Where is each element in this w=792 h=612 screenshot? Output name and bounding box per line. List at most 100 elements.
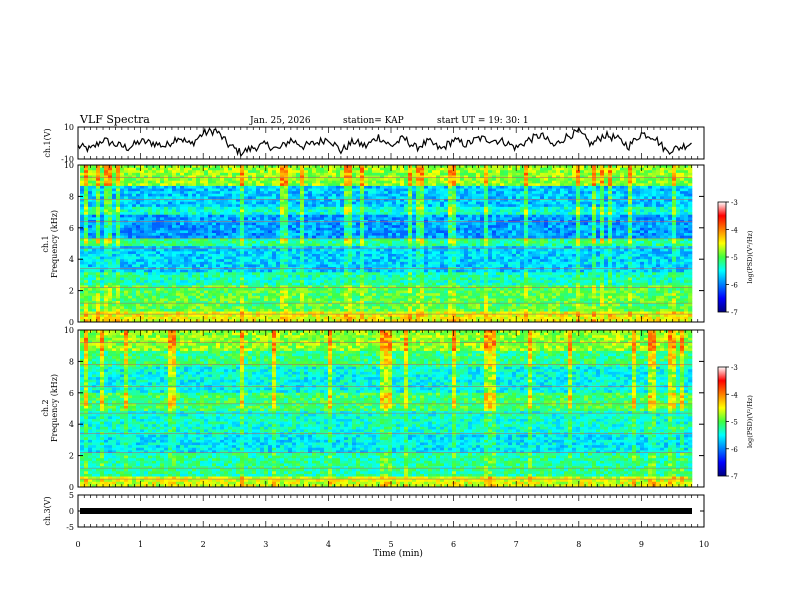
spectrogram-cell xyxy=(384,295,389,299)
spectrogram-cell xyxy=(156,196,161,200)
spectrogram-cell xyxy=(160,175,165,179)
spectrogram-cell xyxy=(244,206,249,210)
spectrogram-cell xyxy=(248,285,253,289)
spectrogram-cell xyxy=(260,256,265,260)
spectrogram-cell xyxy=(400,264,405,268)
spectrogram-cell xyxy=(148,212,153,216)
spectrogram-cell xyxy=(180,282,185,286)
spectrogram-cell xyxy=(252,235,257,239)
spectrogram-cell xyxy=(88,306,93,310)
spectrogram-cell xyxy=(360,290,365,294)
spectrogram-cell xyxy=(380,167,385,171)
spectrogram-cell xyxy=(116,301,121,304)
spectrogram-cell xyxy=(184,212,189,216)
spectrogram-cell xyxy=(292,269,297,273)
spectrogram-cell xyxy=(260,172,265,176)
spectrogram-cell xyxy=(264,180,269,184)
spectrogram-cell xyxy=(348,175,353,179)
spectrogram-cell xyxy=(344,256,349,260)
spectrogram-cell xyxy=(224,261,229,265)
spectrogram-cell xyxy=(132,259,137,263)
spectrogram-cell xyxy=(292,280,297,284)
spectrogram-cell xyxy=(348,201,353,205)
spectrogram-cell xyxy=(152,282,157,286)
spectrogram-cell xyxy=(320,235,325,239)
spectrogram-cell xyxy=(268,290,273,294)
spectrogram-cell xyxy=(148,206,153,210)
spectrogram-cell xyxy=(164,233,169,236)
spectrogram-cell xyxy=(216,251,221,255)
spectrogram-cell xyxy=(252,196,257,200)
spectrogram-cell xyxy=(368,280,373,284)
spectrogram-cell xyxy=(216,199,221,202)
spectrogram-cell xyxy=(320,293,325,297)
spectrogram-cell xyxy=(164,196,169,200)
spectrogram-cell xyxy=(160,240,165,244)
spectrogram-cell xyxy=(328,287,333,291)
spectrogram-cell xyxy=(188,191,193,195)
spectrogram-cell xyxy=(244,256,249,260)
spectrogram-cell xyxy=(256,183,261,187)
spectrogram-cell xyxy=(204,217,209,221)
spectrogram-cell xyxy=(96,308,101,312)
spectrogram-cell xyxy=(128,272,133,276)
spectrogram-cell xyxy=(120,222,125,226)
spectrogram-cell xyxy=(372,191,377,195)
spectrogram-cell xyxy=(152,295,157,299)
spectrogram-cell xyxy=(284,290,289,294)
spectrogram-cell xyxy=(292,212,297,216)
spectrogram-cell xyxy=(368,170,373,174)
spectrogram-cell xyxy=(348,199,353,202)
spectrogram-cell xyxy=(220,285,225,289)
spectrogram-cell xyxy=(144,316,149,320)
spectrogram-cell xyxy=(384,274,389,278)
spectrogram-cell xyxy=(356,178,361,181)
spectrogram-cell xyxy=(400,167,405,171)
spectrogram-cell xyxy=(180,287,185,291)
spectrogram-cell xyxy=(376,185,381,189)
spectrogram-cell xyxy=(164,259,169,263)
spectrogram-cell xyxy=(316,285,321,289)
spectrogram-cell xyxy=(144,214,149,218)
spectrogram-cell xyxy=(368,178,373,181)
spectrogram-cell xyxy=(232,259,237,263)
spectrogram-cell xyxy=(104,256,109,260)
spectrogram-cell xyxy=(160,199,165,202)
spectrogram-cell xyxy=(208,238,213,242)
spectrogram-cell xyxy=(336,285,341,289)
spectrogram-cell xyxy=(324,170,329,174)
spectrogram-cell xyxy=(164,298,169,302)
spectrogram-cell xyxy=(220,287,225,291)
spectrogram-cell xyxy=(228,209,233,213)
spectrogram-cell xyxy=(400,227,405,231)
spectrogram-cell xyxy=(168,204,173,208)
spectrogram-cell xyxy=(348,272,353,276)
spectrogram-cell xyxy=(352,316,357,320)
spectrogram-cell xyxy=(252,277,257,281)
spectrogram-cell xyxy=(120,287,125,291)
spectrogram-cell xyxy=(264,172,269,176)
spectrogram-cell xyxy=(96,314,101,318)
spectrogram-cell xyxy=(140,222,145,226)
spectrogram-cell xyxy=(116,282,121,286)
spectrogram-cell xyxy=(140,227,145,231)
spectrogram-cell xyxy=(192,295,197,299)
spectrogram-cell xyxy=(176,199,181,202)
spectrogram-cell xyxy=(80,251,85,255)
spectrogram-cell xyxy=(368,285,373,289)
spectrogram-cell xyxy=(176,311,181,315)
spectrogram-cell xyxy=(144,290,149,294)
spectrogram-cell xyxy=(288,222,293,226)
spectrogram-cell xyxy=(168,251,173,255)
spectrogram-cell xyxy=(352,311,357,315)
spectrogram-cell xyxy=(288,295,293,299)
spectrogram-cell xyxy=(308,243,313,247)
spectrogram-cell xyxy=(168,230,173,234)
spectrogram-cell xyxy=(328,183,333,187)
spectrogram-cell xyxy=(380,290,385,294)
spectrogram-cell xyxy=(196,235,201,239)
spectrogram-cell xyxy=(400,185,405,189)
spectrogram-cell xyxy=(376,178,381,181)
spectrogram-cell xyxy=(112,277,117,281)
spectrogram-cell xyxy=(140,167,145,171)
